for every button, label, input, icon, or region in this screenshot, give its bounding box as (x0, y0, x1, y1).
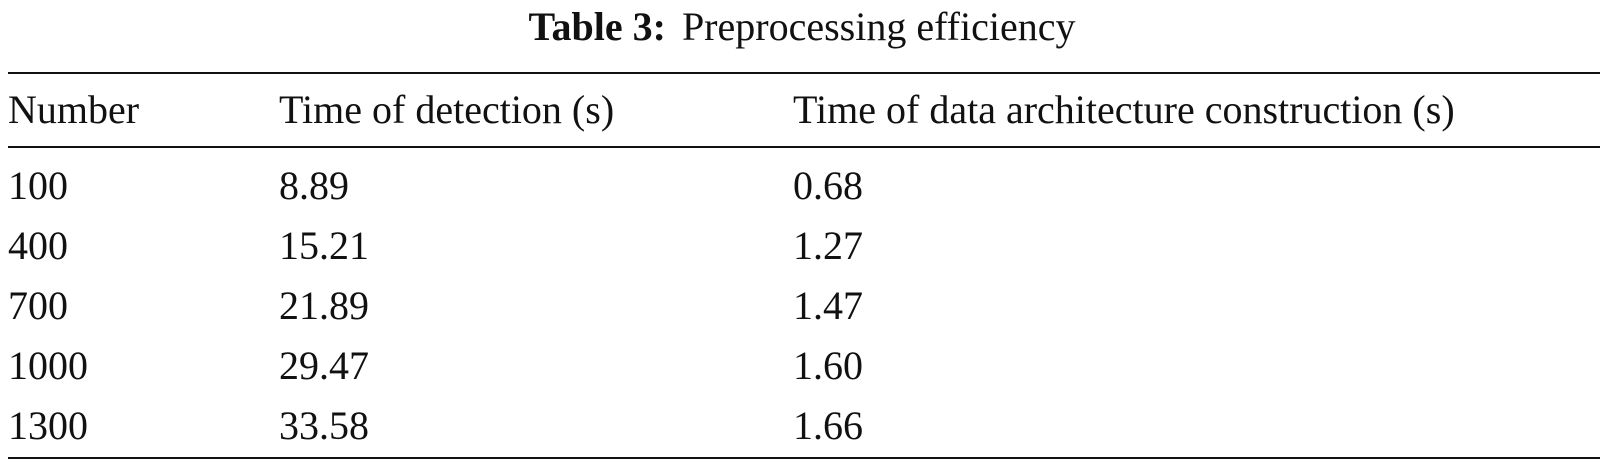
column-header-number: Number (8, 87, 140, 132)
table-caption: Table 3: Preprocessing efficiency (0, 0, 1604, 58)
table-cell-detection-time: 15.21 (279, 223, 369, 268)
table-cell-number: 100 (8, 163, 68, 208)
table-cell-construction-time: 0.68 (793, 163, 863, 208)
column-header-construction-time: Time of data architecture construction (… (793, 87, 1455, 132)
table-cell-number: 700 (8, 283, 68, 328)
table-cell-detection-time: 29.47 (279, 343, 369, 388)
table-cell-detection-time: 21.89 (279, 283, 369, 328)
table-cell-number: 400 (8, 223, 68, 268)
table-bottom-rule (8, 457, 1600, 459)
table-cell-number: 1300 (8, 403, 88, 448)
table-caption-label: Table 3: (528, 4, 666, 49)
table-header-rule (8, 146, 1600, 148)
table-cell-detection-time: 8.89 (279, 163, 349, 208)
table-cell-detection-time: 33.58 (279, 403, 369, 448)
table-cell-construction-time: 1.47 (793, 283, 863, 328)
table-top-rule (8, 72, 1600, 74)
table-cell-construction-time: 1.27 (793, 223, 863, 268)
table-cell-construction-time: 1.66 (793, 403, 863, 448)
table-cell-construction-time: 1.60 (793, 343, 863, 388)
table-caption-text: Preprocessing efficiency (681, 4, 1076, 49)
table-cell-number: 1000 (8, 343, 88, 388)
column-header-detection-time: Time of detection (s) (279, 87, 615, 132)
